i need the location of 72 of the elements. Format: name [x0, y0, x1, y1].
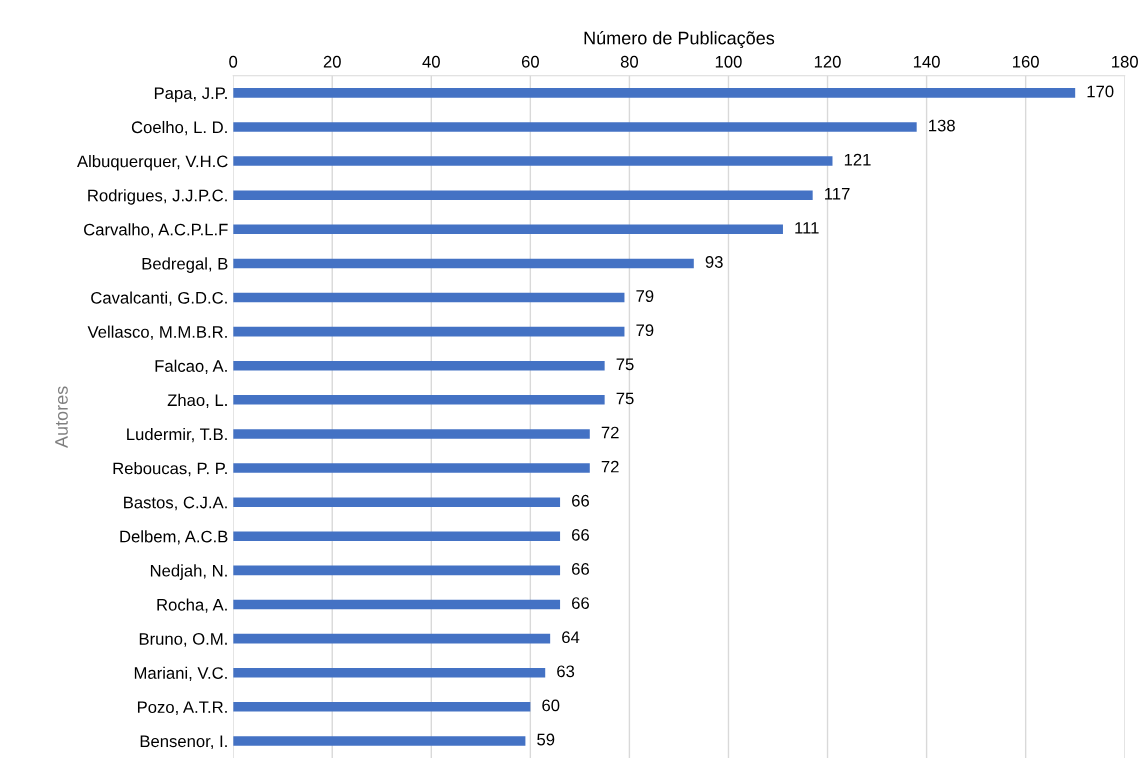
- x-axis-title: Número de Publicações: [584, 31, 775, 49]
- x-tick-label: 60: [521, 55, 539, 68]
- bar: [233, 599, 561, 610]
- bar: [233, 360, 605, 371]
- y-tick-label: Rodrigues, J.J.P.C.: [88, 189, 227, 205]
- data-label: 60: [542, 699, 560, 712]
- bar: [233, 429, 590, 439]
- data-label: 66: [572, 563, 589, 575]
- data-label: 111: [795, 222, 819, 234]
- y-tick-label: Vellasco, M.M.B.R.: [87, 325, 227, 340]
- bar: [233, 258, 694, 269]
- x-tick-label: 140: [913, 55, 940, 68]
- y-tick-label: Bruno, O.M.: [139, 633, 227, 647]
- bar: [233, 667, 546, 678]
- y-tick-label: Nedjah, N.: [150, 564, 227, 580]
- y-tick-label: Ludermir, T.B.: [127, 427, 227, 443]
- y-tick-label: Bensenor, I.: [140, 735, 227, 750]
- y-axis-title: Autores: [55, 386, 68, 448]
- data-label: 170: [1087, 85, 1114, 98]
- y-tick-label: Coelho, L. D.: [131, 120, 227, 136]
- bar: [233, 88, 1076, 98]
- y-tick-label: Pozo, A.T.R.: [137, 701, 227, 716]
- data-label: 63: [557, 665, 575, 678]
- bar: [233, 633, 551, 644]
- y-tick-label: Bastos, C.J.A.: [124, 496, 227, 511]
- data-label: 72: [601, 426, 619, 439]
- bar: [233, 156, 833, 166]
- data-label: 64: [562, 631, 580, 644]
- bar: [233, 395, 605, 405]
- bar: [233, 224, 783, 235]
- data-label: 117: [825, 188, 850, 200]
- bar: [233, 292, 625, 303]
- x-tick-label: 80: [620, 55, 639, 68]
- y-tick-label: Carvalho, A.C.P.L.F: [84, 223, 228, 238]
- y-tick-label: Bedregal, B: [142, 257, 228, 273]
- bar: [233, 122, 917, 132]
- x-tick-label: 20: [323, 55, 341, 68]
- y-tick-label: Delbem, A.C.B: [120, 530, 228, 545]
- y-tick-label: Albuquerquer, V.H.C: [77, 155, 228, 171]
- bar: [233, 326, 625, 337]
- y-tick-label: Rocha, A.: [157, 598, 227, 613]
- data-label: 59: [537, 733, 555, 746]
- x-tick-label: 100: [715, 55, 742, 68]
- data-label: 121: [844, 153, 871, 166]
- data-label: 93: [705, 256, 723, 268]
- bar: [233, 565, 561, 576]
- bar: [233, 736, 526, 746]
- y-tick-label: Zhao, L.: [167, 393, 227, 409]
- data-label: 72: [601, 460, 619, 473]
- data-label: 75: [616, 392, 634, 405]
- y-tick-label: Reboucas, P. P.: [113, 462, 227, 477]
- bar: [233, 702, 531, 712]
- bar: [233, 531, 561, 542]
- y-tick-label: Papa, J.P.: [154, 87, 227, 103]
- x-tick-label: 180: [1112, 55, 1138, 68]
- data-label: 66: [572, 494, 589, 507]
- x-tick-label: 0: [229, 55, 238, 68]
- data-label: 79: [636, 290, 654, 302]
- x-tick-label: 40: [422, 55, 440, 68]
- y-tick-label: Falcao, A.: [155, 359, 227, 374]
- x-tick-label: 160: [1013, 55, 1039, 68]
- bar: [233, 497, 561, 507]
- data-label: 138: [929, 119, 955, 132]
- data-label: 75: [616, 358, 634, 371]
- y-tick-label: Mariani, V.C.: [134, 666, 227, 681]
- data-label: 79: [636, 324, 654, 337]
- y-tick-label: Cavalcanti, G.D.C.: [91, 291, 227, 306]
- data-label: 66: [572, 597, 589, 609]
- bar: [233, 190, 813, 200]
- data-label: 66: [572, 528, 589, 541]
- bar: [233, 463, 590, 473]
- x-tick-label: 120: [814, 55, 841, 68]
